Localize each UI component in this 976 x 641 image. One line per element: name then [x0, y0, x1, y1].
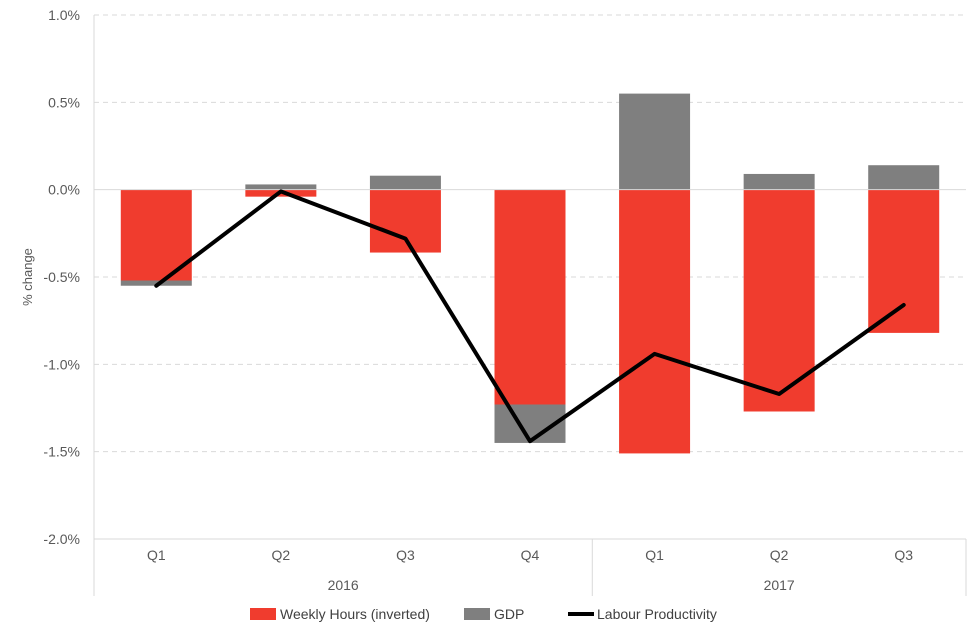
x-tick-label: Q1	[645, 547, 664, 563]
legend-label: Labour Productivity	[597, 606, 717, 622]
x-tick-label: Q2	[770, 547, 789, 563]
legend-swatch	[464, 608, 490, 620]
x-group-label: 2017	[764, 577, 795, 593]
legend: Weekly Hours (inverted) GDP Labour Product…	[250, 606, 717, 622]
y-tick-label: -1.0%	[43, 356, 80, 372]
y-tick-label: -1.5%	[43, 444, 80, 460]
y-tick-label: -0.5%	[43, 269, 80, 285]
bar-gdp	[743, 173, 815, 190]
y-tick-label: 1.0%	[48, 7, 80, 23]
bar-weekly-hours-inverted	[494, 189, 566, 405]
bar-weekly-hours-inverted	[619, 189, 691, 454]
bar-gdp	[369, 175, 441, 190]
y-tick-label: -2.0%	[43, 531, 80, 547]
x-group-label: 2016	[328, 577, 359, 593]
line-labour-productivity	[154, 189, 906, 444]
x-tick-label: Q3	[396, 547, 415, 563]
bar-gdp	[619, 93, 691, 190]
bar-gdp	[120, 280, 192, 286]
y-tick-label: 0.5%	[48, 94, 80, 110]
y-axis-title: % change	[20, 248, 35, 306]
x-tick-label: Q2	[272, 547, 291, 563]
x-tick-label: Q1	[147, 547, 166, 563]
bar-weekly-hours-inverted	[369, 189, 441, 253]
labels: 1.0% 0.5% 0.0% -0.5% -1.0% -1.5% -2.0% Q1 Q2 Q3 Q4…	[20, 7, 913, 593]
legend-label: Weekly Hours (inverted)	[280, 606, 430, 622]
bar-gdp	[868, 165, 940, 190]
x-tick-label: Q3	[894, 547, 913, 563]
bar-gdp	[245, 184, 317, 190]
legend-swatch	[250, 608, 276, 620]
legend-label: GDP	[494, 606, 524, 622]
bars	[120, 93, 940, 454]
bar-weekly-hours-inverted	[743, 189, 815, 412]
x-tick-label: Q4	[521, 547, 540, 563]
y-tick-label: 0.0%	[48, 182, 80, 198]
bar-weekly-hours-inverted	[868, 189, 940, 333]
line-series	[154, 189, 906, 444]
axes	[93, 15, 967, 596]
